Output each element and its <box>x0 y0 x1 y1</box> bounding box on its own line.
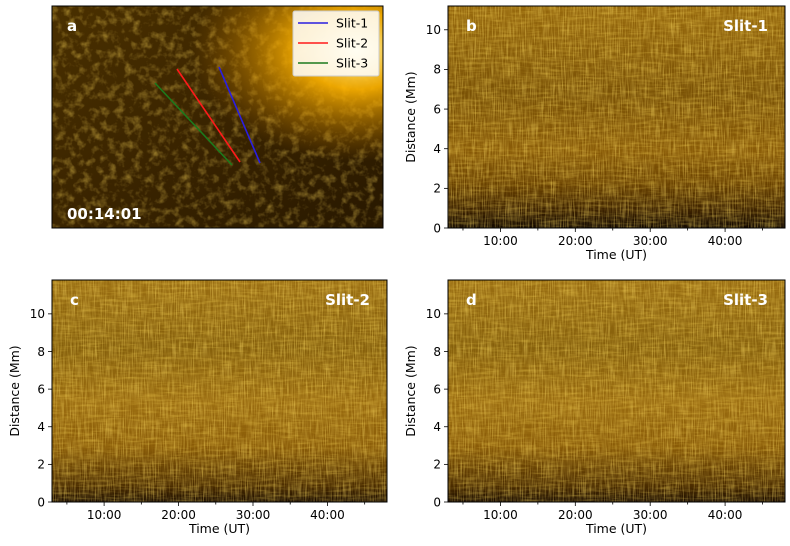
panel-c-x-tick-label: 40:00 <box>310 508 345 522</box>
panel-d-xlabel: Time (UT) <box>585 521 647 536</box>
panel-c-y-tick-label: 0 <box>37 495 45 509</box>
panel-d-y-tick-label: 2 <box>433 458 441 472</box>
slit-2-line <box>176 68 241 163</box>
panel-a-legend: Slit-1 Slit-2 Slit-3 <box>292 10 380 77</box>
panel-c-time-distance: 10:00 20:00 30:00 40:00 0 2 4 6 8 10 Time (UT) Dist… <box>7 279 388 536</box>
panel-b-y-tick-label: 4 <box>433 142 441 156</box>
legend-label-1: Slit-1 <box>336 16 368 31</box>
panel-a-frame <box>51 5 384 229</box>
legend-box <box>292 10 380 77</box>
panel-d-y-tick-label: 10 <box>426 307 441 321</box>
panel-b-xlabel: Time (UT) <box>585 247 647 262</box>
panel-d-x-tick-label: 40:00 <box>708 508 743 522</box>
panel-d-x-tick-label: 20:00 <box>558 508 593 522</box>
slit-1-line <box>218 66 261 164</box>
panel-c-y-tick-label: 2 <box>37 458 45 472</box>
panel-c-x-tick-label: 20:00 <box>161 508 196 522</box>
panel-d-x-tick-label: 30:00 <box>633 508 668 522</box>
panel-d-heatmap-streaks <box>448 280 785 502</box>
panel-b-x-tick-label: 20:00 <box>558 234 593 248</box>
panel-b-heatmap <box>448 6 785 228</box>
panel-d-frame <box>447 279 786 503</box>
legend-label-2: Slit-2 <box>336 36 368 51</box>
panel-c-y-tick-label: 8 <box>37 345 45 359</box>
panel-d-title: Slit-3 <box>723 291 768 309</box>
panel-b-y-tick-label: 10 <box>426 23 441 37</box>
panel-d-y-tick-label: 6 <box>433 382 441 396</box>
panel-c-ylabel: Distance (Mm) <box>7 345 22 436</box>
panel-d-ylabel: Distance (Mm) <box>403 345 418 436</box>
panel-d-x-tick-label: 10:00 <box>483 508 518 522</box>
panel-b-frame <box>447 5 786 229</box>
panel-b-y-tick-label: 8 <box>433 63 441 77</box>
legend-label-3: Slit-3 <box>336 56 368 71</box>
panel-c-xlabel: Time (UT) <box>188 521 250 536</box>
panel-b-y-tick-label: 0 <box>433 221 441 235</box>
panel-d-heatmap <box>448 280 785 502</box>
panel-c-label: c <box>70 291 79 309</box>
panel-b-y-tick-label: 2 <box>433 182 441 196</box>
panel-b-time-distance: 10:00 20:00 30:00 40:00 0 2 4 6 8 10 Time (UT) Dist… <box>403 5 786 262</box>
panel-b-y-tick-label: 6 <box>433 102 441 116</box>
panel-d-time-distance: 10:00 20:00 30:00 40:00 0 2 4 6 8 10 Time (UT) Dist… <box>403 279 786 536</box>
panel-d-y-tick-label: 4 <box>433 420 441 434</box>
panel-c-x-tick-label: 10:00 <box>87 508 122 522</box>
panel-d-y-tick-label: 0 <box>433 495 441 509</box>
panel-b-label: b <box>466 17 477 35</box>
panel-b-x-tick-label: 10:00 <box>483 234 518 248</box>
panel-c-x-tick-label: 30:00 <box>236 508 271 522</box>
panel-c-heatmap <box>52 280 387 502</box>
panel-c-y-tick-label: 6 <box>37 382 45 396</box>
panel-a-timestamp: 00:14:01 <box>67 205 142 223</box>
panel-c-frame <box>51 279 388 503</box>
panel-b-title: Slit-1 <box>723 17 768 35</box>
panel-d-y-tick-label: 8 <box>433 345 441 359</box>
slit-3-line <box>154 82 233 166</box>
panel-c-title: Slit-2 <box>325 291 370 309</box>
panel-b-x-tick-label: 30:00 <box>633 234 668 248</box>
panel-a-label: a <box>67 17 77 35</box>
panel-b-x-tick-label: 40:00 <box>708 234 743 248</box>
panel-a-image: a 00:14:01 Slit-1 Slit-2 Slit-3 <box>51 5 384 229</box>
panel-c-y-tick-label: 10 <box>30 307 45 321</box>
panel-b-heatmap-streaks <box>448 6 785 228</box>
panel-c-heatmap-streaks <box>52 280 387 502</box>
panel-b-ylabel: Distance (Mm) <box>403 71 418 162</box>
panel-d-label: d <box>466 291 477 309</box>
panel-c-y-tick-label: 4 <box>37 420 45 434</box>
